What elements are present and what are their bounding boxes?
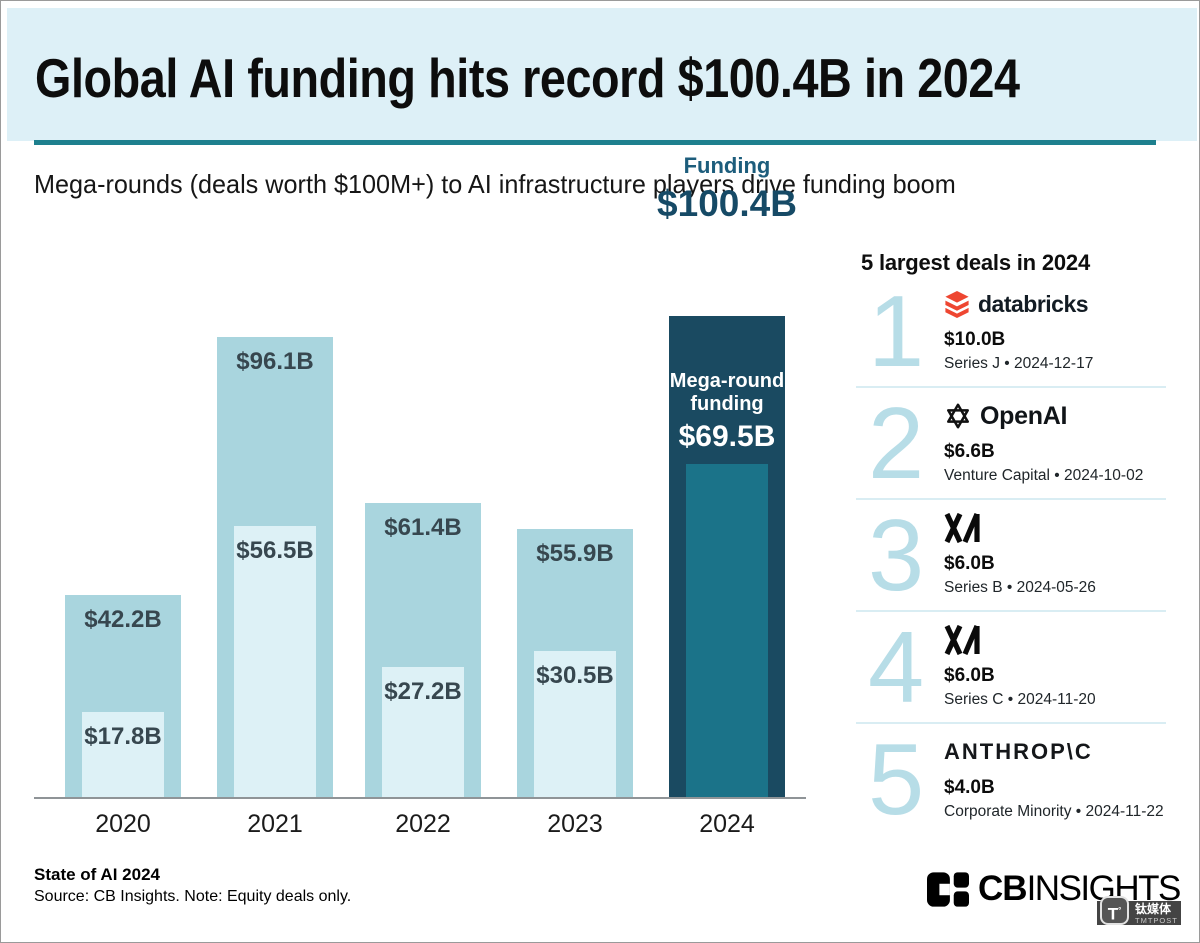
xai-icon (944, 625, 980, 655)
header-divider (34, 140, 1156, 145)
footer-report-title: State of AI 2024 (34, 865, 160, 884)
x-tick-2021: 2021 (247, 810, 303, 838)
funding-annotation-label: Funding (683, 153, 771, 178)
mega-round-annotation-label: Mega-round funding (669, 369, 785, 416)
deal-details-4: Series C • 2024-11-20 (944, 691, 1096, 708)
bar-group-2021: $96.1B $56.5B 2021 (217, 233, 333, 838)
mega-round-bar-2023: $30.5B (534, 651, 616, 797)
deal-rank-5: 5 (868, 724, 925, 836)
deal-content-5: ANTHROP\C $4.0B Corporate Minority • 202… (944, 734, 1166, 821)
openai-wordmark: OpenAI (980, 401, 1068, 430)
largest-deals-panel: 5 largest deals in 2024 1 databricks $10… (856, 250, 1166, 834)
openai-icon (947, 403, 969, 429)
mega-round-bar-2022: $27.2B (382, 667, 464, 797)
deal-content-1: databricks $10.0B Series J • 2024-12-17 (944, 286, 1166, 373)
deal-amount-1: $10.0B (944, 329, 1006, 350)
deal-rank-1: 1 (868, 276, 925, 388)
bar-group-2020: $42.2B $17.8B 2020 (65, 233, 181, 838)
header-band (7, 8, 1197, 141)
total-funding-value-2023: $55.9B (536, 540, 614, 567)
deal-content-3: $6.0B Series B • 2024-05-26 (944, 510, 1166, 597)
deal-rank-3: 3 (868, 500, 925, 612)
deal-amount-2: $6.6B (944, 441, 995, 462)
deal-details-5: Corporate Minority • 2024-11-22 (944, 803, 1164, 820)
total-funding-value-2020: $42.2B (84, 606, 162, 633)
mega-round-bar-2021: $56.5B (234, 526, 316, 797)
page-subtitle: Mega-rounds (deals worth $100M+) to AI i… (34, 169, 956, 199)
xai-logo (944, 624, 1166, 656)
deal-amount-4: $6.0B (944, 665, 995, 686)
cbinsights-logo: CBINSIGHTS (927, 869, 1181, 909)
anthropic-wordmark: ANTHROP\C (944, 739, 1093, 764)
bar-group-2022: $61.4B $27.2B 2022 (365, 233, 481, 838)
deal-amount-5: $4.0B (944, 777, 995, 798)
mega-round-value-2022: $27.2B (384, 678, 462, 705)
bar-group-2023: $55.9B $30.5B 2023 (517, 233, 633, 838)
openai-logo: OpenAI (944, 400, 1166, 432)
xai-icon (944, 513, 980, 543)
deal-row-3: 3 $6.0B Series B • 2024-05-26 (856, 498, 1166, 610)
deal-row-1: 1 databricks $10.0B Series J • 2024-12-1… (856, 276, 1166, 386)
tmtpost-text: 钛媒体 TMTPOST (1135, 903, 1178, 925)
deal-amount-3: $6.0B (944, 553, 995, 574)
deal-row-2: 2 OpenAI $6.6B Venture Capital • 2024-10… (856, 386, 1166, 498)
x-axis-baseline (34, 797, 806, 799)
deal-content-4: $6.0B Series C • 2024-11-20 (944, 622, 1166, 709)
mega-round-annotation-2024: Mega-round funding $69.5B (669, 370, 785, 454)
databricks-logo: databricks (944, 288, 1166, 320)
tmtpost-english-name: TMTPOST (1135, 916, 1178, 925)
x-tick-2020: 2020 (95, 810, 151, 838)
footer-source-note: Source: CB Insights. Note: Equity deals … (34, 888, 352, 905)
tmtpost-chinese-name: 钛媒体 (1135, 902, 1172, 916)
deal-rank-2: 2 (868, 388, 925, 500)
databricks-icon (945, 290, 969, 318)
deals-panel-title: 5 largest deals in 2024 (861, 250, 1090, 275)
mega-round-bar-2024 (686, 464, 768, 797)
page-title: Global AI funding hits record $100.4B in… (35, 47, 1020, 109)
total-funding-value-2022: $61.4B (384, 514, 462, 541)
tmtpost-watermark: T° 钛媒体 TMTPOST (1095, 896, 1181, 927)
mega-round-value-2023: $30.5B (536, 662, 614, 689)
anthropic-logo: ANTHROP\C (944, 736, 1166, 768)
x-tick-2023: 2023 (547, 810, 603, 838)
deal-row-5: 5 ANTHROP\C $4.0B Corporate Minority • 2… (856, 722, 1166, 834)
funding-annotation-2024: Funding $100.4B (657, 153, 797, 225)
deal-row-4: 4 $6.0B Series C • 2024-11-20 (856, 610, 1166, 722)
deal-details-2: Venture Capital • 2024-10-02 (944, 467, 1144, 484)
xai-logo (944, 512, 1166, 544)
deal-details-3: Series B • 2024-05-26 (944, 579, 1096, 596)
x-tick-2022: 2022 (395, 810, 451, 838)
bar-group-2024: Funding $100.4B Mega-round funding $69.5… (657, 153, 797, 838)
databricks-wordmark: databricks (978, 290, 1089, 317)
mega-round-annotation-value: $69.5B (678, 420, 776, 453)
mega-round-bar-2020: $17.8B (82, 712, 164, 797)
funding-bar-chart: $42.2B $17.8B 2020 $96.1B $56.5B 2021 $6… (34, 153, 831, 838)
total-funding-value-2021: $96.1B (236, 348, 314, 375)
deal-content-2: OpenAI $6.6B Venture Capital • 2024-10-0… (944, 398, 1166, 485)
deal-rank-4: 4 (868, 612, 925, 724)
cbinsights-icon (927, 871, 969, 907)
cbinsights-wordmark-cb: CB (978, 869, 1028, 908)
x-tick-2024: 2024 (699, 810, 755, 838)
funding-annotation-value: $100.4B (657, 183, 797, 224)
mega-round-value-2021: $56.5B (236, 537, 314, 564)
tmtpost-icon: T° (1100, 896, 1129, 925)
mega-round-value-2020: $17.8B (84, 723, 162, 750)
deal-details-1: Series J • 2024-12-17 (944, 355, 1094, 372)
